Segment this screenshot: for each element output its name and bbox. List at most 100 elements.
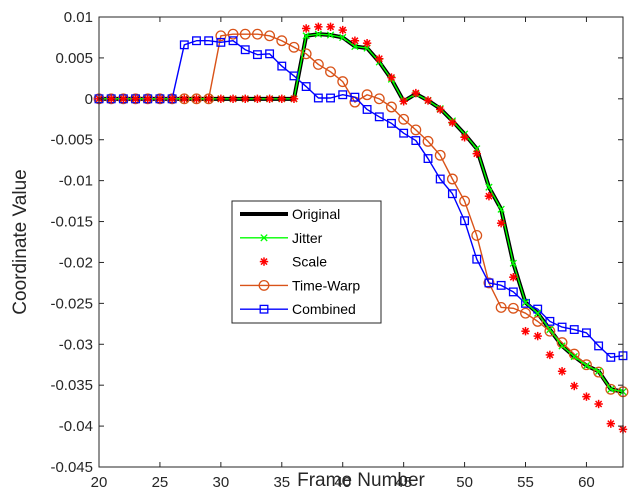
asterisk-stroke [339,26,347,34]
data-point-scale [155,94,165,104]
data-point-time-warp [580,359,592,371]
x-marker-stroke [607,385,615,393]
x-marker-stroke [546,325,554,334]
asterisk-stroke [168,95,176,103]
data-point-combined [399,128,409,138]
legend-box [231,200,382,324]
x-tick-label: 45 [395,474,412,489]
data-point-combined [594,341,604,351]
x-tick-label: 35 [273,474,290,489]
data-point-scale [387,73,396,82]
data-point-time-warp [422,135,434,147]
asterisk-stroke [326,23,335,31]
asterisk-stroke [302,24,310,33]
data-point-jitter [497,205,505,213]
data-point-time-warp [593,366,605,378]
data-point-time-warp [361,89,373,101]
asterisk-stroke [570,382,578,390]
data-point-scale [460,133,469,142]
data-point-scale [521,326,530,336]
asterisk-stroke [217,95,225,103]
asterisk-stroke [595,400,603,408]
data-point-time-warp [544,325,556,337]
x-marker-stroke [497,205,505,213]
data-point-scale [496,218,506,228]
x-tick-label: 20 [91,474,108,489]
legend-label: Scale [292,254,327,270]
asterisk-stroke [119,95,127,103]
data-point-jitter [485,183,493,191]
asterisk-stroke [180,95,188,103]
data-point-scale [570,381,579,391]
data-point-time-warp [300,48,312,60]
legend-item-time-warp: Time-Warp [240,277,360,293]
x-marker-stroke [582,361,591,370]
data-point-combined [606,352,616,362]
data-point-time-warp [227,28,239,40]
data-point-scale [545,350,555,360]
asterisk-stroke [400,97,408,105]
data-point-scale [533,331,542,341]
x-axis-title: Frame Number [297,470,425,489]
data-point-scale [582,392,591,401]
data-point-jitter [558,342,566,350]
data-point-combined [313,93,323,103]
data-point-combined [228,36,238,46]
data-point-combined [301,82,311,91]
legend-swatch-marker [258,279,270,291]
data-point-time-warp [556,337,568,349]
x-tick-label: 50 [456,474,473,489]
data-point-combined [545,316,555,326]
data-point-scale [167,94,177,104]
data-point-combined [204,36,214,46]
data-point-scale [301,24,311,33]
data-point-combined [472,254,482,264]
asterisk-stroke [241,95,249,103]
legend-swatch-marker [259,257,269,266]
x-marker-stroke [314,30,323,38]
legend-item-jitter: Jitter [240,230,323,246]
data-point-time-warp [398,113,410,125]
data-point-combined [423,154,433,163]
data-point-combined [265,49,275,59]
data-point-combined [435,174,445,184]
data-point-scale [436,105,445,114]
data-point-scale [119,94,128,104]
x-marker-stroke [594,367,603,375]
data-point-scale [277,94,286,104]
x-marker-stroke [326,31,335,39]
data-point-combined [447,189,457,199]
y-tick-label: -0.01 [59,173,93,190]
legend-label: Combined [292,301,356,317]
x-marker-stroke [302,32,310,40]
data-point-combined [338,90,348,100]
data-point-time-warp [568,348,580,360]
data-point-scale [228,94,238,104]
data-point-time-warp [325,66,336,78]
data-point-time-warp [495,302,507,313]
data-point-scale [314,22,323,32]
series-scale [94,22,628,434]
data-point-scale [423,96,433,105]
data-point-jitter [534,309,542,317]
data-point-time-warp [605,383,617,395]
data-point-combined [581,328,591,338]
data-point-time-warp [264,30,276,42]
data-point-scale [472,149,481,158]
legend-item-combined: Combined [240,301,356,317]
asterisk-stroke [290,95,298,103]
data-point-scale [338,25,347,35]
asterisk-stroke [107,95,115,103]
y-tick-label: -0.045 [50,459,93,476]
asterisk-stroke [260,258,268,266]
data-point-time-warp [239,28,251,40]
asterisk-stroke [497,219,505,227]
y-axis-title: Coordinate Value [10,169,31,314]
data-point-combined [557,322,567,332]
data-point-jitter [521,298,530,307]
data-point-scale [253,94,262,104]
data-point-combined [521,298,530,308]
data-point-scale [289,94,299,104]
asterisk-stroke [132,95,140,103]
asterisk-stroke [558,367,566,375]
